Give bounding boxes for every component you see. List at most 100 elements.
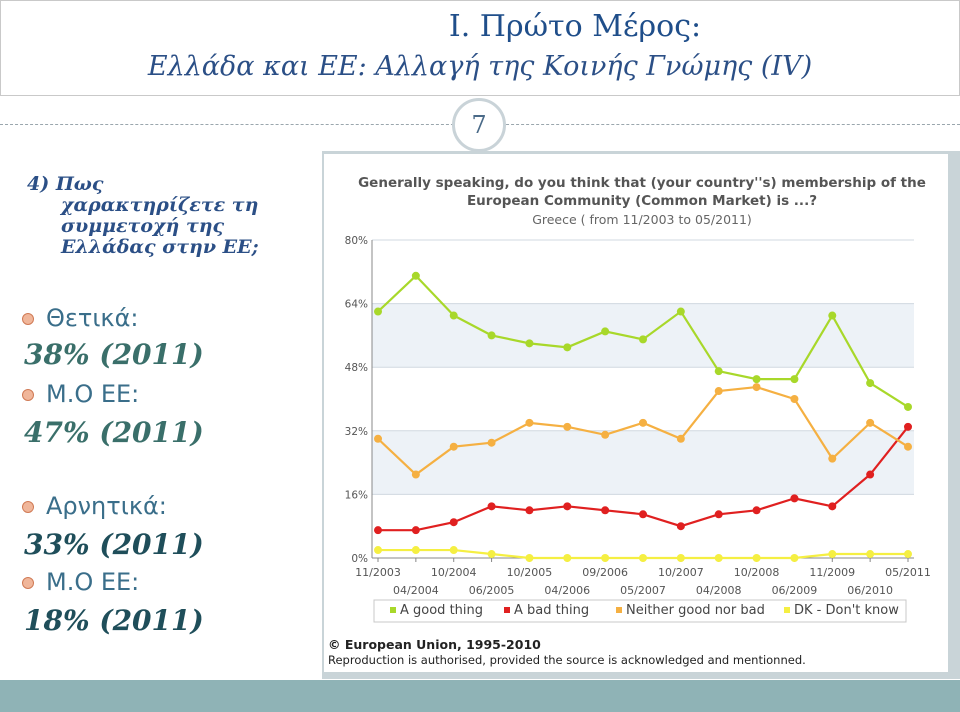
data-point xyxy=(790,395,799,403)
data-point xyxy=(563,343,572,352)
chart-title-line1: Generally speaking, do you think that (y… xyxy=(358,175,926,191)
grid-band xyxy=(372,430,914,495)
data-point xyxy=(866,379,875,388)
data-point xyxy=(374,307,382,316)
data-point xyxy=(866,470,875,479)
data-point xyxy=(525,418,534,427)
data-point xyxy=(676,522,685,531)
x-tick-label: 10/2007 xyxy=(658,566,704,579)
bullet-dot-icon xyxy=(22,389,34,401)
bullet-dot-icon xyxy=(22,501,34,513)
data-point xyxy=(525,506,534,515)
question-number: 4) Πως xyxy=(27,173,104,195)
data-point xyxy=(828,502,837,511)
question-body: χαρακτηρίζετε τη συμμετοχή της Ελλάδας σ… xyxy=(61,194,259,258)
x-tick-label: 10/2008 xyxy=(734,566,780,579)
data-point xyxy=(752,383,761,392)
data-point xyxy=(676,434,685,443)
data-point xyxy=(714,387,723,396)
bullet-label: Αρνητικά: xyxy=(46,492,167,520)
plot-area: 0% 16% 32% 48% 64% 80% 11/2003 04/2004 10/2004 06… xyxy=(345,235,931,597)
legend-label: A bad thing xyxy=(514,603,589,618)
data-point xyxy=(904,442,912,451)
legend-swatch xyxy=(784,607,790,613)
data-point xyxy=(639,510,647,519)
legend-swatch xyxy=(504,607,510,613)
legend-swatch xyxy=(616,607,622,613)
data-point xyxy=(411,470,420,479)
data-point xyxy=(411,271,420,280)
bullet-eu-average-positive: Μ.Ο ΕΕ: xyxy=(22,380,139,408)
data-point xyxy=(449,518,458,527)
y-tick-label: 48% xyxy=(345,362,368,374)
line-chart: Generally speaking, do you think that (y… xyxy=(328,175,931,667)
data-point xyxy=(866,418,875,427)
x-tick-label: 06/2009 xyxy=(772,584,818,597)
bullet-dot-icon xyxy=(22,313,34,325)
legend-label: A good thing xyxy=(400,603,483,618)
data-point xyxy=(790,554,799,562)
data-point xyxy=(904,402,912,411)
slide-number-badge: 7 xyxy=(452,98,506,152)
bullet-label: Μ.Ο ΕΕ: xyxy=(46,568,140,596)
x-tick-label: 06/2005 xyxy=(469,584,515,597)
data-point xyxy=(676,307,685,316)
y-tick-label: 80% xyxy=(345,235,368,247)
data-point xyxy=(374,526,382,535)
left-text-panel: 4) Πως χαρακτηρίζετε τη συμμετοχή της Ελ… xyxy=(0,150,322,680)
bullet-value: 47% (2011) xyxy=(24,416,204,449)
data-point xyxy=(714,554,723,562)
chart-reproduction-note: Reproduction is authorised, provided the… xyxy=(328,653,806,667)
data-point xyxy=(525,554,534,562)
data-point xyxy=(449,311,458,320)
data-point xyxy=(411,526,420,535)
bullet-value: 18% (2011) xyxy=(24,604,204,637)
chart-panel: Generally speaking, do you think that (y… xyxy=(322,151,960,679)
data-point xyxy=(601,327,610,336)
data-point xyxy=(714,367,723,376)
chart-card: Generally speaking, do you think that (y… xyxy=(324,154,948,672)
y-tick-label: 64% xyxy=(345,299,368,311)
data-point xyxy=(449,442,458,451)
legend-label: Neither good nor bad xyxy=(626,603,765,618)
bullet-positive: Θετικά: xyxy=(22,304,138,332)
x-tick-label: 06/2010 xyxy=(847,584,893,597)
slide-subtitle: Ελλάδα και ΕΕ: Αλλαγή της Κοινής Γνώμης … xyxy=(147,51,813,82)
data-point xyxy=(639,418,647,427)
data-point xyxy=(866,550,875,559)
y-tick-label: 16% xyxy=(345,489,368,501)
chart-subtitle: Greece ( from 11/2003 to 05/2011) xyxy=(532,212,752,227)
data-point xyxy=(525,339,534,348)
data-point xyxy=(904,550,912,559)
data-point xyxy=(790,375,799,384)
chart-title-line2: European Community (Common Market) is ..… xyxy=(467,193,817,209)
bullet-dot-icon xyxy=(22,577,34,589)
data-point xyxy=(487,550,496,559)
x-tick-label: 11/2009 xyxy=(809,566,855,579)
x-tick-label: 05/2007 xyxy=(620,584,666,597)
data-point xyxy=(374,434,382,443)
slide-title: Ι. Πρώτο Μέρος: xyxy=(448,9,702,44)
data-point xyxy=(563,422,572,431)
data-point xyxy=(487,438,496,447)
data-point xyxy=(601,554,610,562)
slide-header: Ι. Πρώτο Μέρος: Ελλάδα και ΕΕ: Αλλαγή τη… xyxy=(0,0,960,96)
data-point xyxy=(828,550,837,559)
data-point xyxy=(676,554,685,562)
data-point xyxy=(752,506,761,515)
data-point xyxy=(563,502,572,511)
bullet-value: 33% (2011) xyxy=(24,528,204,561)
legend-label: DK - Don't know xyxy=(794,603,899,618)
x-tick-label: 04/2004 xyxy=(393,584,439,597)
data-point xyxy=(639,335,647,344)
data-point xyxy=(563,554,572,562)
data-point xyxy=(374,546,382,555)
data-point xyxy=(904,422,912,431)
legend-box xyxy=(373,599,907,623)
bullet-label: Μ.Ο ΕΕ: xyxy=(46,380,140,408)
bullet-eu-average-negative: Μ.Ο ΕΕ: xyxy=(22,568,139,596)
x-tick-label: 05/2011 xyxy=(885,566,931,579)
bullet-label: Θετικά: xyxy=(46,304,139,332)
data-point xyxy=(601,506,610,515)
bullet-value: 38% (2011) xyxy=(24,338,204,371)
